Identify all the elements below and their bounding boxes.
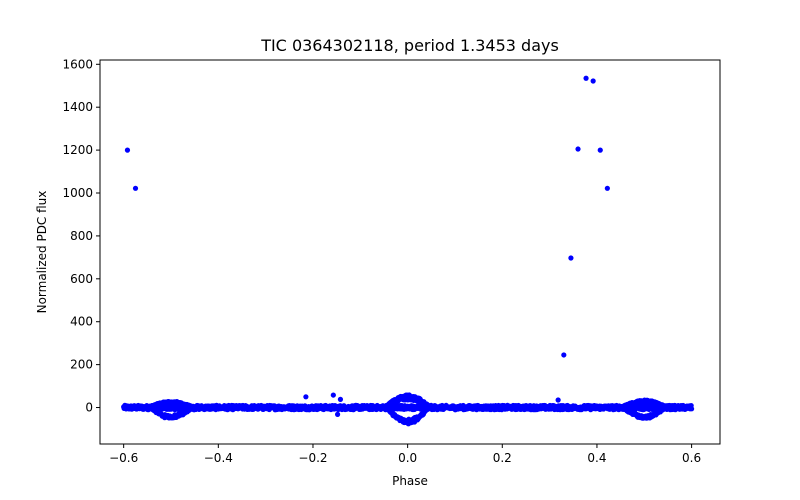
- data-points: [121, 75, 695, 427]
- outlier-point: [124, 147, 131, 153]
- x-axis-ticks: −0.6 −0.4 −0.2 0.0 0.2 0.4 0.6: [109, 444, 701, 465]
- y-tick-label: 1000: [62, 186, 93, 200]
- x-tick-label: 0.4: [587, 451, 606, 465]
- outlier-point: [568, 255, 574, 261]
- outlier-point: [604, 185, 610, 191]
- outlier-point: [330, 392, 336, 398]
- y-tick-label: 200: [70, 358, 93, 372]
- y-tick-label: 400: [70, 315, 93, 329]
- y-tick-label: 1200: [62, 143, 93, 157]
- x-tick-label: 0.6: [682, 451, 701, 465]
- y-tick-label: 1400: [62, 100, 93, 114]
- outlier-point: [590, 78, 596, 84]
- x-axis-label: Phase: [392, 474, 428, 488]
- chart-title: TIC 0364302118, period 1.3453 days: [260, 36, 559, 55]
- outlier-point: [597, 147, 603, 153]
- x-tick-label: 0.0: [398, 451, 417, 465]
- y-tick-label: 800: [70, 229, 93, 243]
- plot-frame: [99, 59, 721, 445]
- y-tick-label: 0: [85, 401, 93, 415]
- outlier-point: [575, 146, 581, 152]
- y-tick-label: 600: [70, 272, 93, 286]
- outlier-point: [561, 352, 567, 358]
- x-tick-label: 0.2: [493, 451, 512, 465]
- data-point: [689, 406, 695, 412]
- x-tick-label: −0.2: [298, 451, 327, 465]
- outlier-point: [334, 411, 341, 417]
- y-axis-ticks: 0 200 400 600 800 1000 1200 1400 1600: [62, 57, 100, 415]
- x-tick-label: −0.4: [204, 451, 233, 465]
- outlier-point: [555, 397, 561, 403]
- outlier-point: [132, 185, 139, 191]
- x-tick-label: −0.6: [109, 451, 138, 465]
- y-tick-label: 1600: [62, 57, 93, 71]
- outlier-point: [337, 396, 344, 402]
- outlier-point: [583, 75, 589, 81]
- outlier-point: [303, 394, 309, 400]
- y-axis-label: Normalized PDC flux: [35, 191, 49, 314]
